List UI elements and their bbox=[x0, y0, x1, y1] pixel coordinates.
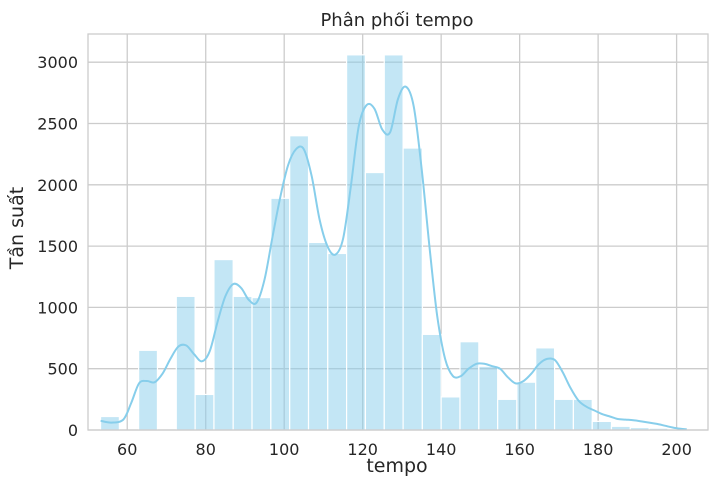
histogram-bar bbox=[591, 420, 613, 431]
histogram-bar bbox=[553, 398, 575, 431]
y-axis-label: Tần suất bbox=[6, 187, 28, 270]
histogram-bar bbox=[232, 295, 253, 431]
histogram-bar bbox=[478, 365, 499, 431]
x-tick-label: 200 bbox=[661, 440, 692, 459]
x-tick-label: 140 bbox=[426, 440, 457, 459]
plot-border bbox=[87, 33, 709, 431]
tick-label-layer: 60 80 100 120 140 160 180 200050010001500200025… bbox=[37, 53, 692, 459]
histogram-bar bbox=[307, 241, 329, 431]
histogram-bar bbox=[440, 396, 461, 431]
histogram-bar bbox=[402, 147, 423, 431]
histogram-bar bbox=[516, 381, 537, 431]
y-tick-label: 2500 bbox=[37, 114, 78, 133]
histogram-bar bbox=[251, 296, 272, 431]
histogram-bar bbox=[138, 349, 159, 431]
histogram-bar bbox=[175, 295, 196, 431]
histogram-bar bbox=[459, 341, 480, 431]
y-tick-label: 3000 bbox=[37, 53, 78, 72]
x-tick-label: 80 bbox=[196, 440, 216, 459]
y-tick-label: 1500 bbox=[37, 237, 78, 256]
histogram-bar bbox=[213, 258, 234, 431]
x-axis-label: tempo bbox=[366, 455, 427, 477]
bar-layer bbox=[99, 54, 688, 431]
y-tick-label: 0 bbox=[68, 421, 78, 440]
kde-curve bbox=[100, 85, 687, 431]
histogram-bar bbox=[364, 171, 385, 431]
x-tick-label: 100 bbox=[269, 440, 300, 459]
histogram-bar bbox=[289, 135, 310, 431]
histogram-bar bbox=[497, 398, 518, 431]
histogram-bar bbox=[194, 393, 215, 431]
y-tick-label: 1000 bbox=[37, 298, 78, 317]
plot-frame bbox=[87, 33, 709, 431]
kde-layer bbox=[100, 85, 687, 431]
chart-title: Phân phối tempo bbox=[320, 10, 473, 31]
histogram-bar bbox=[421, 333, 442, 431]
histogram-bar bbox=[327, 252, 348, 431]
y-tick-label: 2000 bbox=[37, 176, 78, 195]
histogram-bar bbox=[383, 54, 404, 431]
x-tick-label: 180 bbox=[583, 440, 614, 459]
x-tick-label: 120 bbox=[347, 440, 378, 459]
x-tick-label: 160 bbox=[504, 440, 535, 459]
x-tick-label: 60 bbox=[117, 440, 137, 459]
y-tick-label: 500 bbox=[47, 360, 78, 379]
